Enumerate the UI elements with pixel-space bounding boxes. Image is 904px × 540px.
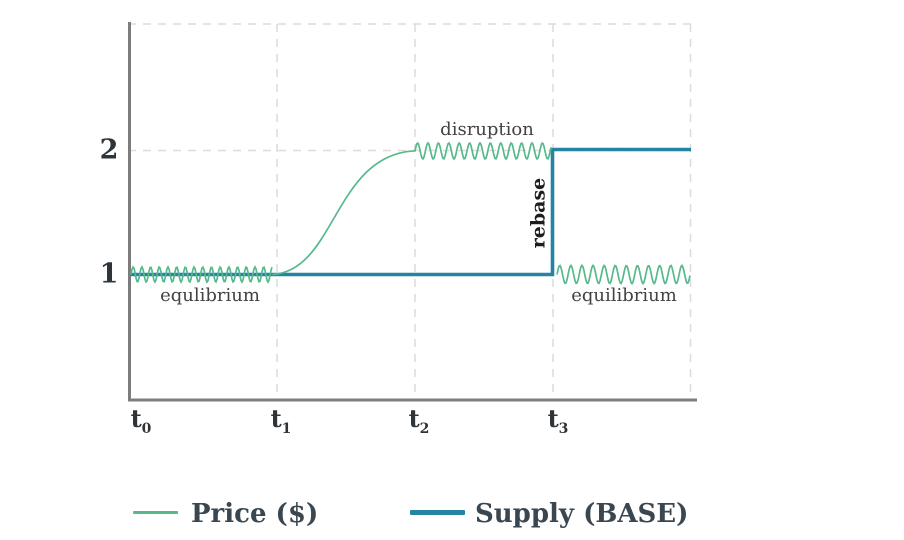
y-tick-2: 2 [99, 134, 119, 166]
x-tick-t1: t1 [271, 407, 292, 436]
price-legend-label: Price ($) [191, 499, 319, 529]
annotation-equilibrium-right: equilibrium [571, 285, 677, 306]
x-tick-t3-base: t [547, 404, 559, 433]
price-legend-swatch [133, 511, 178, 514]
annotation-equilibrium-left: equlibrium [160, 285, 260, 306]
x-tick-t2-sub: 2 [419, 420, 430, 437]
x-tick-t0-base: t [130, 404, 142, 433]
price-wave-right [556, 264, 691, 285]
x-tick-t0: t0 [131, 407, 152, 436]
x-tick-t3: t3 [548, 407, 569, 436]
x-tick-t3-sub: 3 [558, 420, 569, 437]
y-tick-1: 1 [99, 258, 119, 290]
price-sigmoid-rise [272, 149, 416, 276]
x-tick-t2-base: t [408, 404, 420, 433]
supply-legend-label: Supply (BASE) [475, 499, 689, 529]
annotation-disruption: disruption [440, 119, 534, 140]
price-wave-top [414, 141, 552, 161]
grid-lines [128, 23, 692, 400]
supply-legend-swatch [410, 510, 465, 515]
supply-line [131, 147, 691, 277]
x-tick-t0-sub: 0 [141, 420, 152, 437]
annotation-rebase: rebase [527, 177, 550, 249]
x-tick-t2: t2 [409, 407, 430, 436]
x-tick-t1-base: t [270, 404, 282, 433]
x-tick-t1-sub: 1 [281, 420, 292, 437]
price-wave-left [130, 265, 273, 284]
